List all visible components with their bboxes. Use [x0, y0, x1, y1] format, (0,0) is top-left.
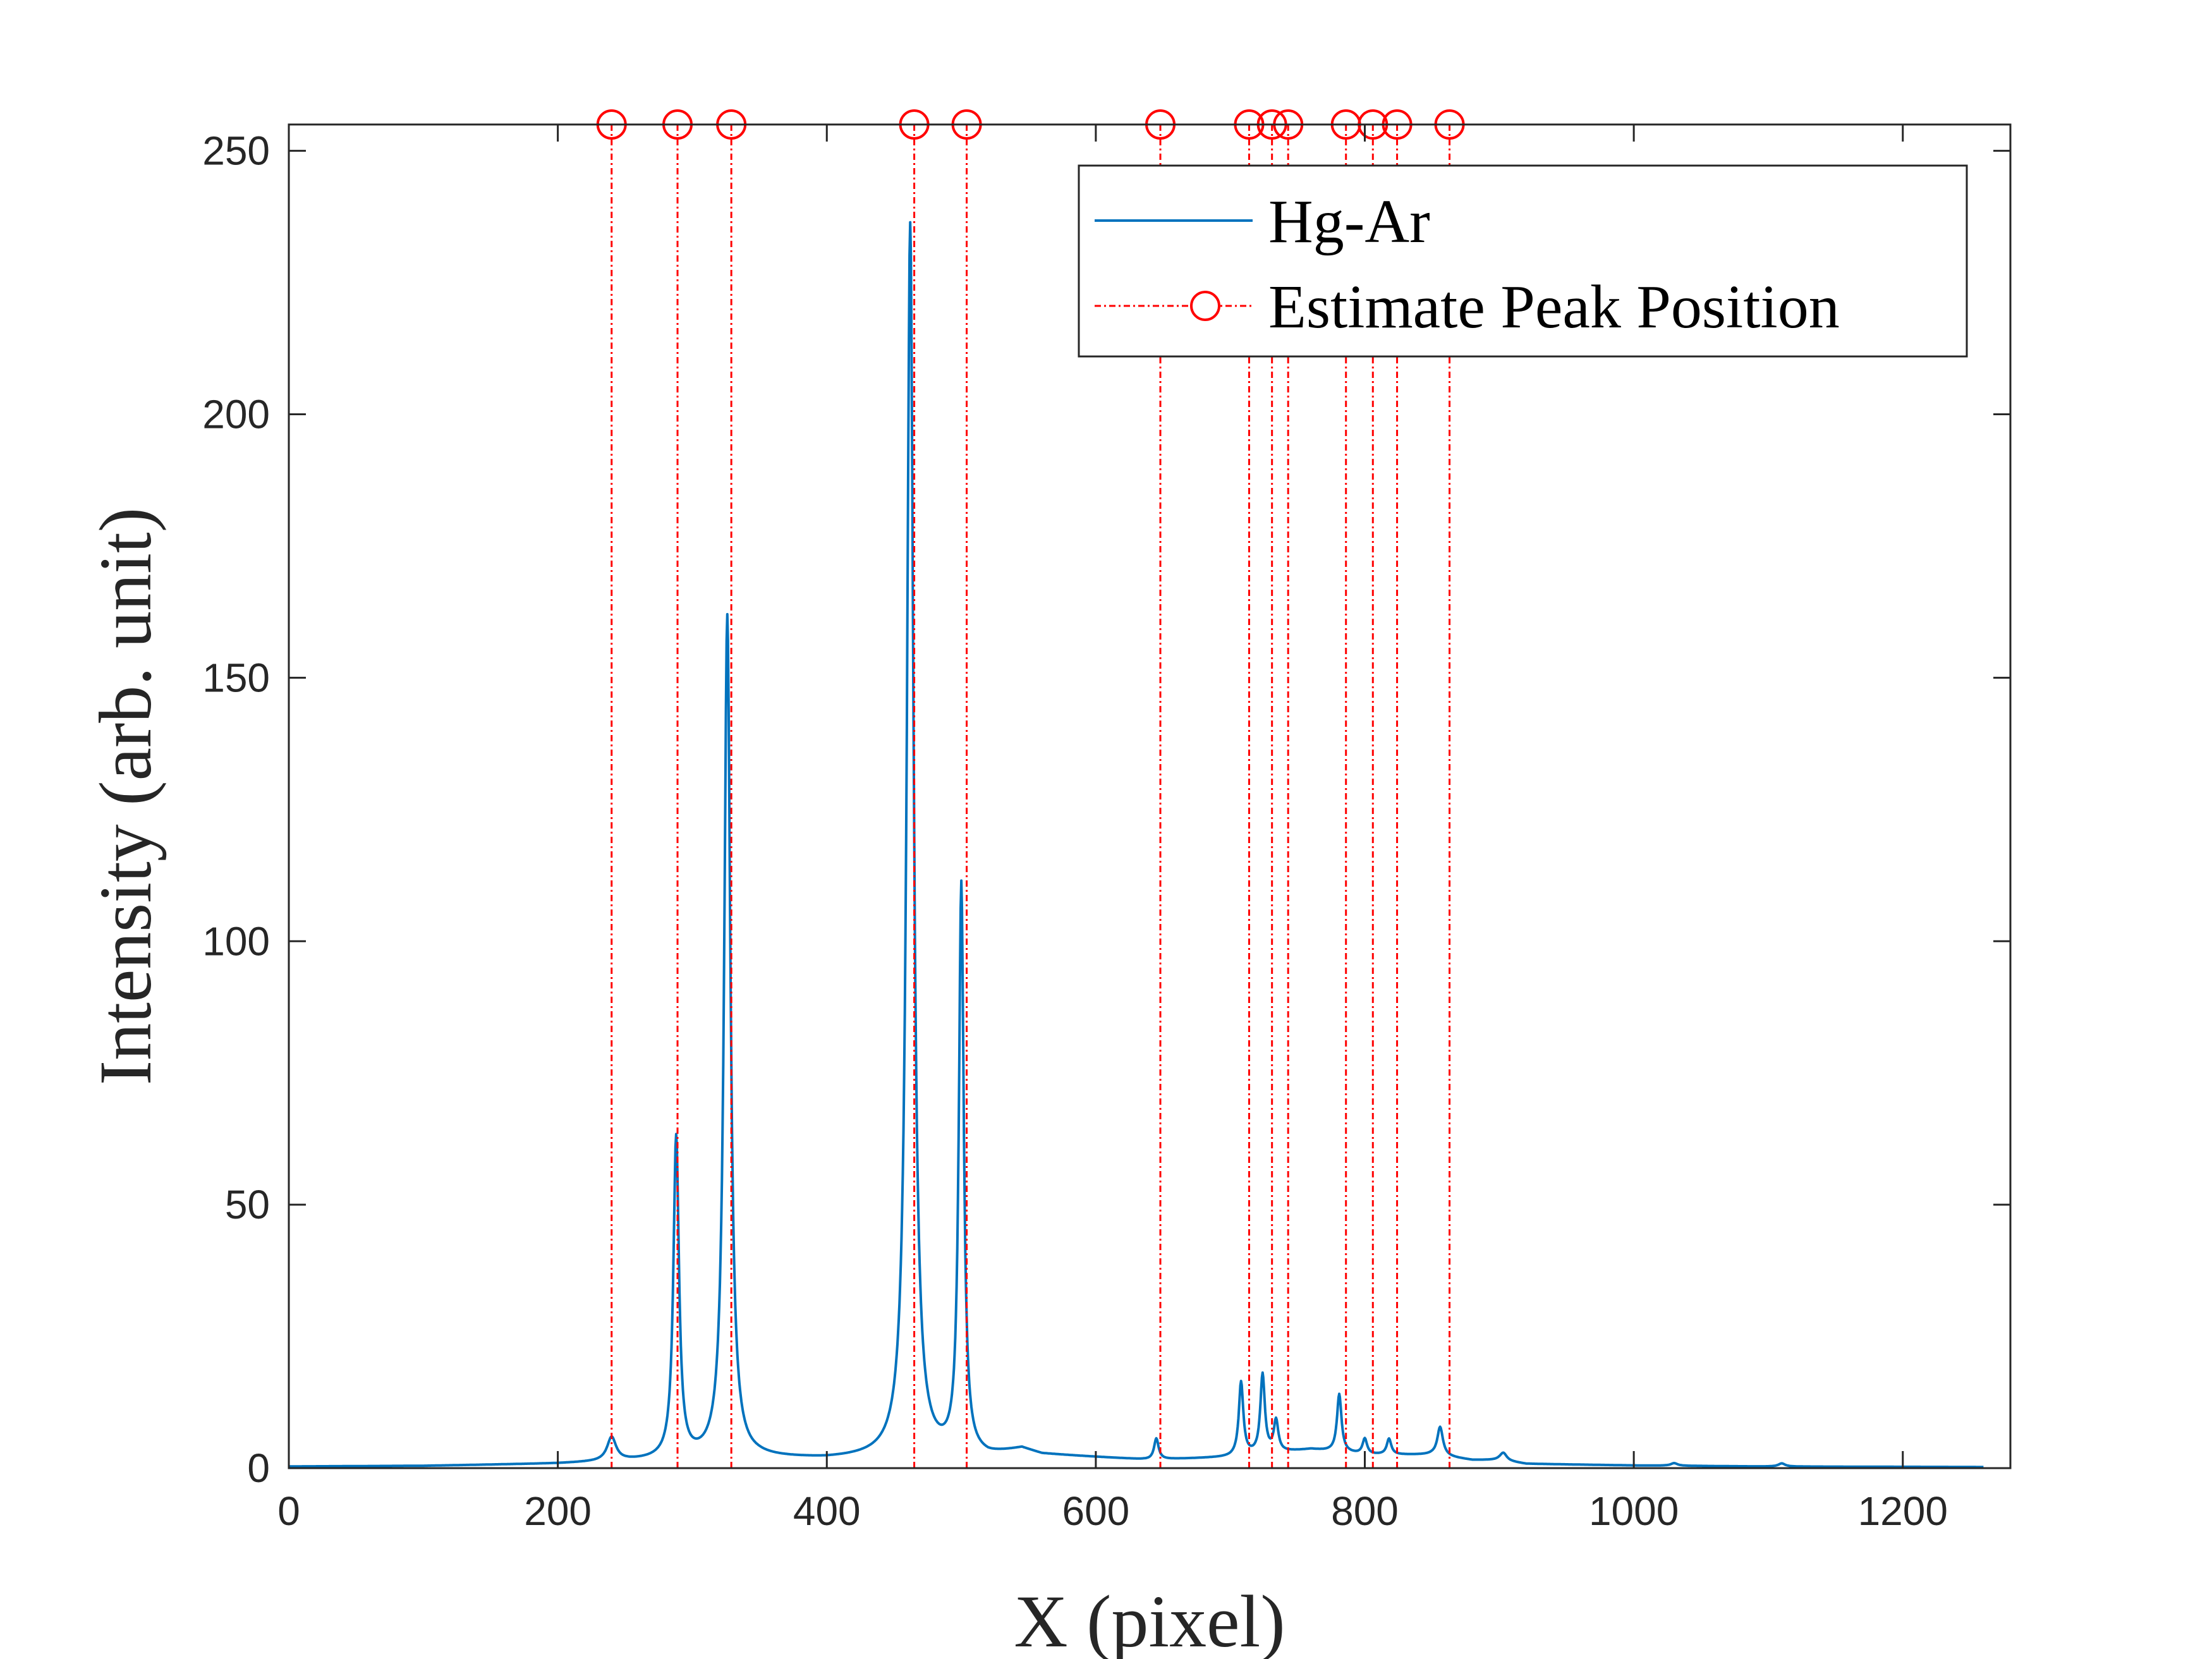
x-tick-label: 400 [793, 1488, 861, 1534]
hg-ar-spectrum-line [288, 221, 1984, 1469]
axes-box [288, 123, 2012, 1469]
legend-label-hg-ar: Hg-Ar [1268, 188, 1430, 256]
legend: Hg-Ar Estimate Peak Position [1078, 164, 1968, 358]
x-tick-label: 600 [1062, 1488, 1129, 1534]
x-axis-title: X (pixel) [1014, 1580, 1285, 1659]
y-tick-label: 100 [202, 918, 270, 964]
y-tick-label: 200 [202, 392, 270, 437]
y-axis-title: Intensity (arb. unit) [84, 507, 167, 1085]
y-tick-label: 150 [202, 655, 270, 700]
y-tick-label: 0 [247, 1445, 270, 1491]
y-tick-label: 250 [202, 128, 270, 174]
x-tick-label: 200 [524, 1488, 592, 1534]
legend-label-peak-position: Estimate Peak Position [1268, 273, 1840, 341]
y-tick-label: 50 [225, 1182, 270, 1227]
x-tick-label: 800 [1331, 1488, 1399, 1534]
axes: 0 200 400 600 800 1000 1200 0 50 100 150 200 250 [202, 123, 2012, 1534]
legend-marker-peak-position [1190, 291, 1220, 321]
legend-box [1078, 164, 1968, 358]
x-tick-label: 0 [277, 1488, 300, 1534]
x-tick-label: 1000 [1589, 1488, 1679, 1534]
x-tick-label: 1200 [1858, 1488, 1948, 1534]
